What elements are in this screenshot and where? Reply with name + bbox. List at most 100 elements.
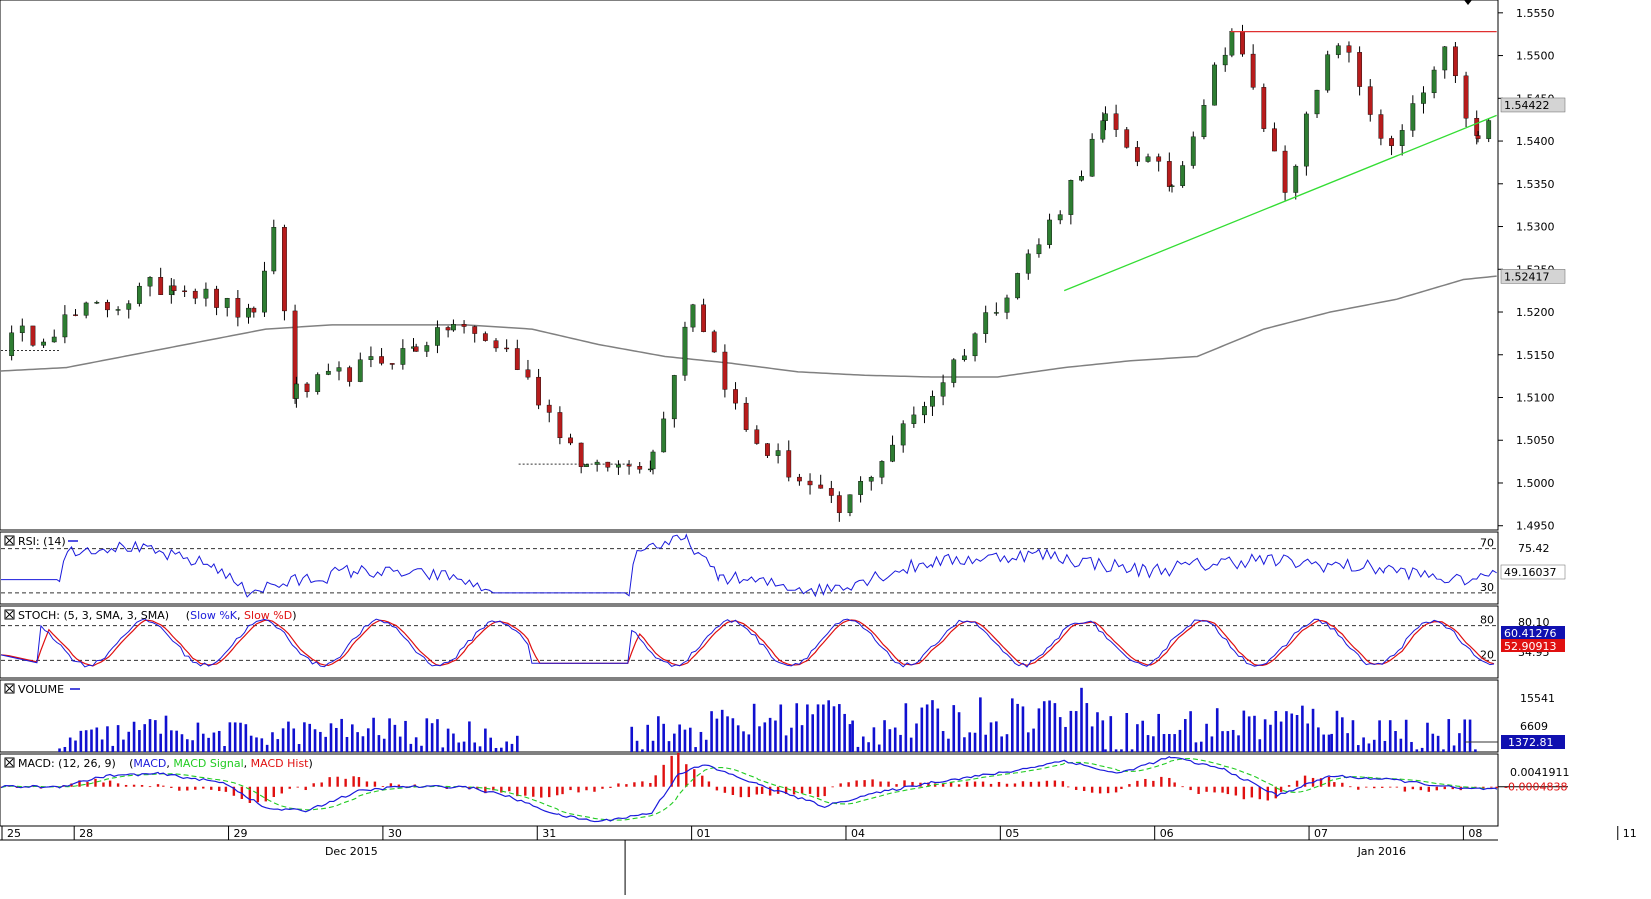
volume-bar	[1346, 733, 1349, 752]
volume-bar	[1378, 720, 1381, 752]
support-trendline	[1063, 114, 1497, 292]
candle-body	[701, 304, 706, 333]
macd-hist-bar	[1395, 786, 1399, 788]
candle-body	[1453, 46, 1458, 77]
macd-hist-bar	[1274, 786, 1277, 799]
candle-body	[1357, 52, 1363, 87]
volume-bar	[673, 733, 676, 752]
stoch-k-badge-bg	[1501, 626, 1565, 639]
candle-body	[504, 347, 510, 350]
volume-bar	[832, 706, 836, 752]
price-tick-label: 1.5100	[1516, 392, 1555, 405]
volume-bar	[1436, 735, 1440, 752]
volume-axis-label: 6609	[1520, 720, 1548, 733]
macd-hist-bar	[1160, 776, 1163, 787]
candle-body	[83, 302, 89, 316]
volume-bar	[657, 716, 660, 752]
macd-hist-bar	[1213, 786, 1216, 793]
candle-body	[336, 367, 342, 372]
volume-bar	[1410, 741, 1413, 752]
macd-pane[interactable]: MACD: (12, 26, 9) (MACD, MACD Signal, MAC…	[0, 752, 1570, 827]
candle-body	[1399, 130, 1405, 146]
candle-body	[1421, 92, 1426, 104]
volume-bar	[372, 717, 375, 752]
macd-hist-bar	[344, 778, 347, 787]
rsi-level-label: 30	[1480, 581, 1494, 594]
rsi-pane[interactable]: 70 30 RSI: (14) 75.42 49.16037	[0, 531, 1566, 605]
candle-body	[557, 412, 563, 439]
macd-hist-bar	[1287, 785, 1291, 787]
volume-bar	[784, 735, 788, 752]
candle-body	[182, 290, 188, 293]
volume-bar	[635, 740, 639, 752]
volume-bar	[457, 742, 461, 752]
candle-body	[1047, 219, 1052, 245]
candle-body	[158, 277, 164, 295]
macd-hist-bar	[903, 780, 906, 787]
macd-hist-bar	[1136, 780, 1139, 787]
candle-body	[972, 333, 978, 357]
volume-bar	[228, 722, 232, 752]
candle-body	[472, 326, 478, 334]
volume-bar	[494, 748, 498, 752]
x-day-label: 08	[1468, 827, 1482, 840]
macd-hist-bar	[1013, 783, 1017, 787]
volume-bar	[1215, 708, 1219, 752]
macd-hist-bar	[1242, 786, 1246, 800]
stoch-pane[interactable]: 80 20 STOCH: (5, 3, SMA, 3, SMA) (Slow %K, …	[0, 605, 1565, 679]
x-day-label: 01	[697, 827, 711, 840]
macd-hist-bar	[1443, 786, 1446, 790]
macd-hist-bar	[1106, 786, 1110, 794]
volume-bar	[239, 722, 242, 752]
volume-bar	[287, 721, 290, 752]
price-pane[interactable]: 1.55501.55001.54501.54001.53501.53001.52…	[0, 0, 1566, 533]
volume-bar	[255, 737, 258, 752]
candle-body	[1486, 120, 1492, 139]
volume-bar	[1146, 735, 1150, 752]
volume-bar	[1168, 734, 1171, 752]
macd-axis-label: 0.0041911	[1510, 766, 1570, 779]
macd-hist-bar	[871, 779, 874, 787]
volume-bar	[1356, 745, 1360, 752]
macd-hist-bar	[328, 777, 331, 787]
volume-bar	[1247, 716, 1251, 752]
volume-pane[interactable]: VOLUME 15541 6609 1372.81	[0, 679, 1565, 753]
macd-hist-bar	[224, 786, 228, 792]
x-month-label: Dec 2015	[325, 845, 378, 858]
price-tick-label: 1.5200	[1516, 306, 1555, 319]
volume-bar	[148, 719, 152, 752]
volume-bar	[1253, 715, 1256, 752]
candle-body	[1134, 147, 1140, 162]
macd-hist-bar	[78, 780, 81, 787]
last-price-badge: 1.54422	[1504, 99, 1550, 112]
macd-hist-bar	[484, 786, 487, 794]
volume-bar	[382, 738, 386, 752]
volume-bar	[1317, 727, 1320, 752]
volume-bar	[848, 724, 852, 752]
candle-body	[1282, 150, 1288, 193]
volume-bar	[1032, 728, 1035, 752]
volume-bar	[1037, 708, 1041, 752]
volume-bar	[1351, 720, 1355, 752]
macd-hist-bar	[186, 786, 189, 791]
macd-hist-bar	[1435, 786, 1438, 791]
volume-bar	[888, 729, 892, 752]
x-day-label: 25	[7, 827, 21, 840]
last-price-badge-bg	[1500, 97, 1566, 113]
volume-bar	[915, 723, 918, 752]
volume-bar	[1263, 719, 1267, 752]
stoch-k-badge: 60.41276	[1504, 627, 1557, 640]
candle-body	[1025, 253, 1031, 274]
volume-bar	[111, 745, 115, 752]
macd-hist-bar	[1205, 786, 1208, 792]
volume-bar	[1141, 720, 1145, 752]
volume-bar	[710, 711, 713, 752]
macd-hist-bar	[218, 786, 221, 792]
volume-bar	[1120, 749, 1123, 752]
candle-body	[858, 481, 864, 495]
volume-bar	[1090, 726, 1094, 752]
volume-bar	[1136, 724, 1139, 752]
candle-body	[733, 389, 738, 404]
